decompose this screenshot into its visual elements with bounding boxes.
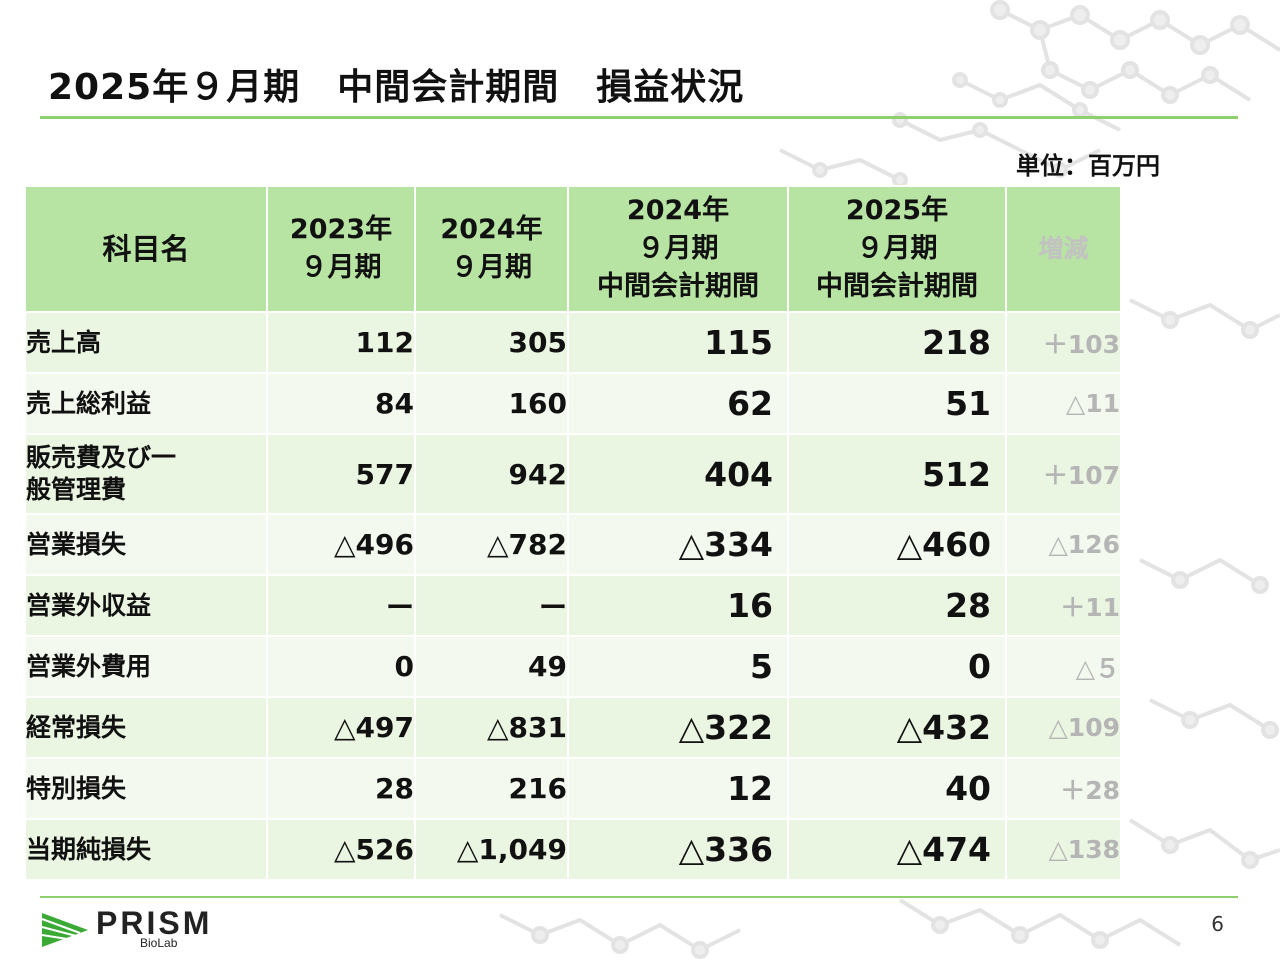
cell-value: 51 <box>787 372 1007 435</box>
cell-value: 577 <box>266 433 416 515</box>
row-item-name: 特別損失 <box>24 757 268 820</box>
table-row: 営業損失 △496 △782 △334 △460 △126 <box>24 513 1122 576</box>
cell-change: ＋11 <box>1005 574 1122 637</box>
cell-value: 942 <box>414 433 569 515</box>
header-item-name: 科目名 <box>24 185 268 313</box>
unit-label: 単位：百万円 <box>1016 152 1160 180</box>
table-row: 売上高 112 305 115 218 ＋103 <box>24 311 1122 374</box>
logo-wordmark: PRISM <box>96 905 213 941</box>
row-item-name: 営業外費用 <box>24 635 268 698</box>
table-row: 経常損失 △497 △831 △322 △432 △109 <box>24 696 1122 759</box>
cell-value: 5 <box>567 635 789 698</box>
cell-value: 40 <box>787 757 1007 820</box>
row-item-name: 経常損失 <box>24 696 268 759</box>
cell-value: △334 <box>567 513 789 576</box>
cell-value: 62 <box>567 372 789 435</box>
cell-value: ー <box>266 574 416 637</box>
table-row: 売上総利益 84 160 62 51 △11 <box>24 372 1122 435</box>
table-row: 特別損失 28 216 12 40 ＋28 <box>24 757 1122 820</box>
cell-value: 160 <box>414 372 569 435</box>
table-row: 営業外収益 ー ー 16 28 ＋11 <box>24 574 1122 637</box>
table-row: 販売費及び一 般管理費 577 942 404 512 ＋107 <box>24 433 1122 515</box>
row-item-name: 営業外収益 <box>24 574 268 637</box>
cell-value: ー <box>414 574 569 637</box>
cell-value: △1,049 <box>414 818 569 881</box>
cell-change: ＋28 <box>1005 757 1122 820</box>
cell-value: △782 <box>414 513 569 576</box>
cell-value: △496 <box>266 513 416 576</box>
row-item-name: 営業損失 <box>24 513 268 576</box>
cell-change: △138 <box>1005 818 1122 881</box>
cell-value: △336 <box>567 818 789 881</box>
title-underline <box>40 116 1238 119</box>
cell-value: 218 <box>787 311 1007 374</box>
logo-subtext: BioLab <box>140 936 178 950</box>
cell-value: 305 <box>414 311 569 374</box>
cell-change: △11 <box>1005 372 1122 435</box>
cell-change: △５ <box>1005 635 1122 698</box>
table-header-row: 科目名 2023年 ９月期 2024年 ９月期 2024年 ９月期 中間会計期間… <box>24 185 1122 313</box>
cell-value: 49 <box>414 635 569 698</box>
header-change: 増減 <box>1005 185 1122 313</box>
cell-change: ＋107 <box>1005 433 1122 515</box>
footer-rule <box>40 896 1238 898</box>
cell-value: 28 <box>787 574 1007 637</box>
slide-title: 2025年９月期 中間会計期間 損益状況 <box>48 67 745 108</box>
header-fy2023: 2023年 ９月期 <box>266 185 416 313</box>
cell-change: ＋103 <box>1005 311 1122 374</box>
header-fy2024-interim: 2024年 ９月期 中間会計期間 <box>567 185 789 313</box>
page-number: 6 <box>1211 912 1224 936</box>
cell-value: 12 <box>567 757 789 820</box>
cell-value: △497 <box>266 696 416 759</box>
cell-value: 216 <box>414 757 569 820</box>
cell-value: 84 <box>266 372 416 435</box>
cell-value: 512 <box>787 433 1007 515</box>
header-fy2024: 2024年 ９月期 <box>414 185 569 313</box>
cell-value: 0 <box>266 635 416 698</box>
cell-value: 115 <box>567 311 789 374</box>
row-item-name: 売上総利益 <box>24 372 268 435</box>
row-item-name: 当期純損失 <box>24 818 268 881</box>
profit-loss-table: 科目名 2023年 ９月期 2024年 ９月期 2024年 ９月期 中間会計期間… <box>24 185 1122 881</box>
cell-value: 16 <box>567 574 789 637</box>
cell-change: △109 <box>1005 696 1122 759</box>
cell-value: 404 <box>567 433 789 515</box>
prism-logo-icon <box>41 913 88 947</box>
cell-value: 112 <box>266 311 416 374</box>
cell-change: △126 <box>1005 513 1122 576</box>
cell-value: 28 <box>266 757 416 820</box>
row-item-name: 販売費及び一 般管理費 <box>24 433 268 515</box>
cell-value: 0 <box>787 635 1007 698</box>
row-item-name: 売上高 <box>24 311 268 374</box>
cell-value: △432 <box>787 696 1007 759</box>
cell-value: △460 <box>787 513 1007 576</box>
cell-value: △526 <box>266 818 416 881</box>
table-row: 営業外費用 0 49 5 0 △５ <box>24 635 1122 698</box>
header-fy2025-interim: 2025年 ９月期 中間会計期間 <box>787 185 1007 313</box>
cell-value: △831 <box>414 696 569 759</box>
cell-value: △474 <box>787 818 1007 881</box>
table-row: 当期純損失 △526 △1,049 △336 △474 △138 <box>24 818 1122 881</box>
cell-value: △322 <box>567 696 789 759</box>
